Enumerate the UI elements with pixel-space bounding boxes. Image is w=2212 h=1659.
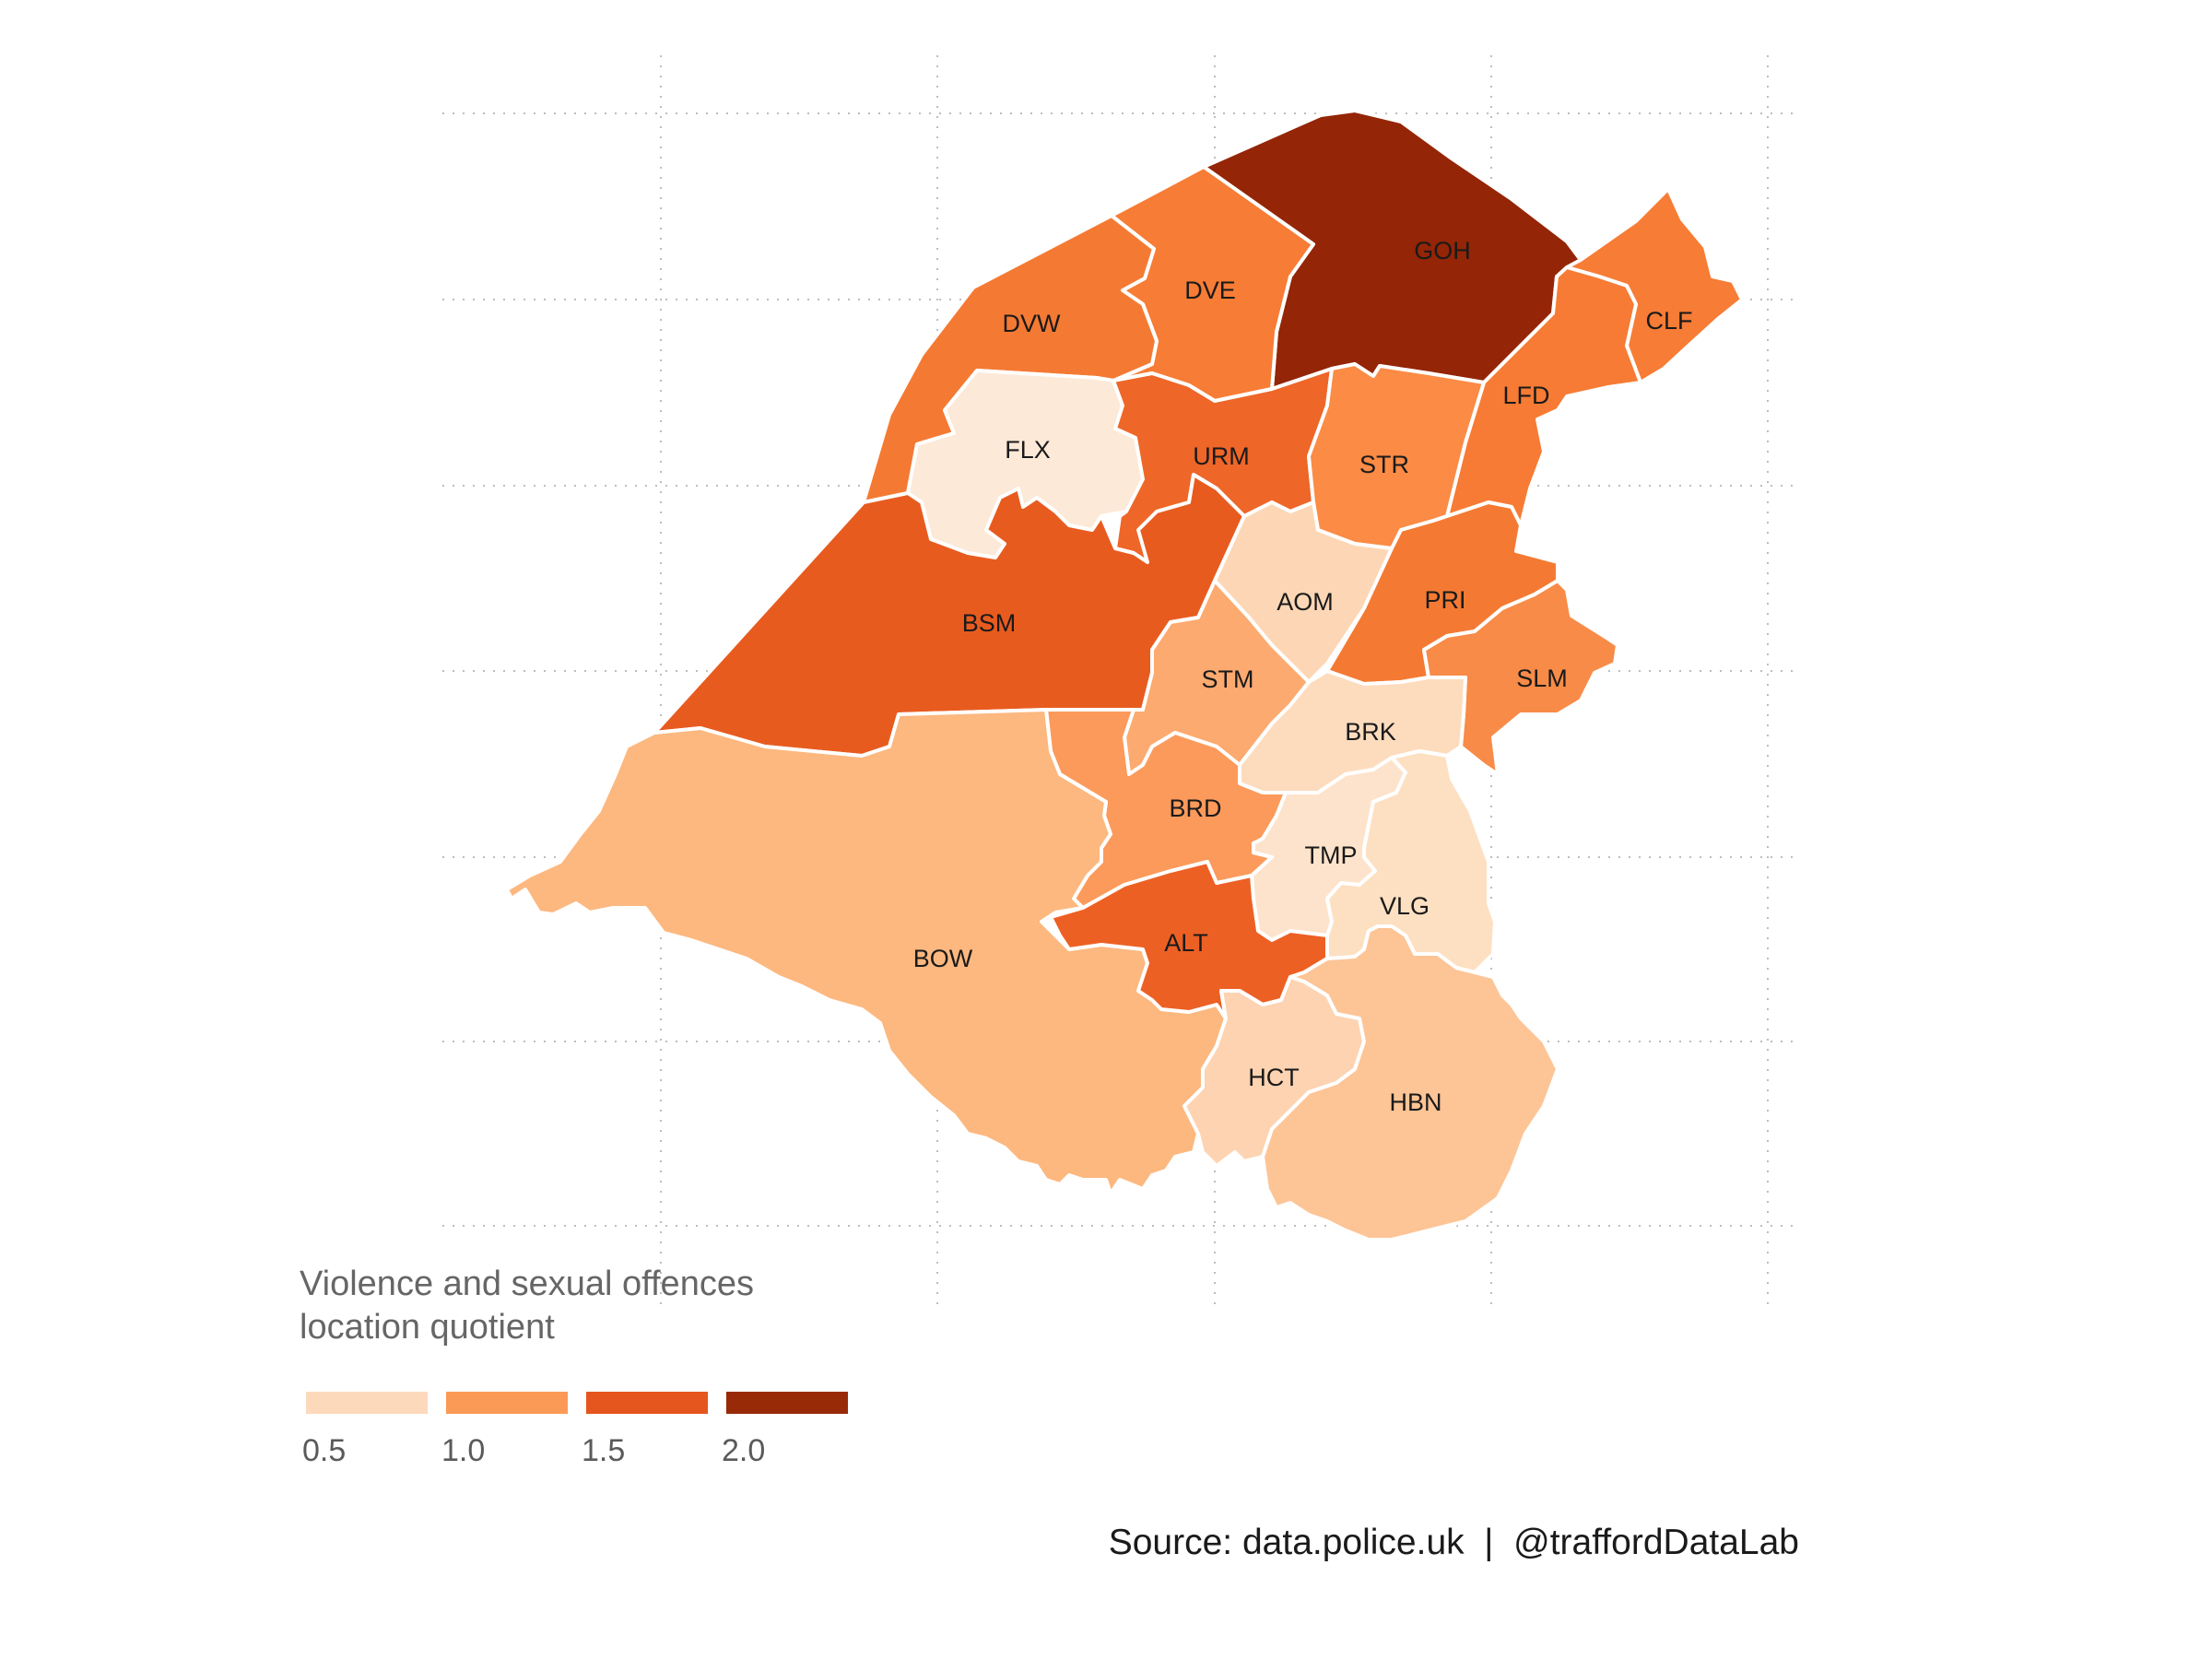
legend-swatch-1: [306, 1392, 428, 1414]
ward-label-CLF: CLF: [1645, 307, 1692, 335]
ward-label-ALT: ALT: [1164, 929, 1208, 957]
legend-title-line1: Violence and sexual offences: [300, 1265, 754, 1303]
ward-label-VLG: VLG: [1380, 892, 1430, 920]
ward-label-STM: STM: [1202, 665, 1254, 693]
ward-label-AOM: AOM: [1277, 588, 1334, 616]
ward-polygons: [505, 109, 1744, 1241]
ward-label-PRI: PRI: [1424, 586, 1465, 614]
legend-title-line2: location quotient: [300, 1308, 555, 1347]
ward-label-SLM: SLM: [1516, 665, 1568, 692]
ward-label-BOW: BOW: [913, 945, 973, 972]
legend-tick-label: 2.0: [722, 1433, 766, 1468]
ward-labels: GOH DVE DVW CLF LFD FLX URM STR BSM AOM …: [913, 237, 1693, 1116]
ward-label-URM: URM: [1193, 442, 1250, 470]
legend-tick-label: 1.5: [582, 1433, 626, 1468]
ward-label-HBN: HBN: [1389, 1088, 1441, 1116]
ward-HBN[interactable]: [1261, 924, 1559, 1241]
ward-label-LFD: LFD: [1502, 382, 1549, 409]
legend-swatch-3: [586, 1392, 708, 1414]
ward-BOW[interactable]: [505, 708, 1228, 1195]
legend-tick-label: 0.5: [302, 1433, 347, 1468]
ward-label-BRK: BRK: [1345, 718, 1396, 746]
ward-label-HCT: HCT: [1248, 1064, 1300, 1091]
legend-title: Violence and sexual offences location qu…: [300, 1263, 871, 1349]
source-caption: Source: data.police.uk | @traffordDataLa…: [1108, 1523, 1799, 1562]
ward-label-BSM: BSM: [962, 609, 1017, 637]
legend-swatch-4: [726, 1392, 848, 1414]
ward-label-DVW: DVW: [1003, 310, 1062, 337]
ward-label-BRD: BRD: [1169, 794, 1221, 822]
ward-label-GOH: GOH: [1414, 237, 1471, 265]
legend-swatch-2: [446, 1392, 568, 1414]
ward-label-TMP: TMP: [1305, 841, 1358, 869]
ward-SLM[interactable]: [1422, 579, 1619, 776]
ward-label-DVE: DVE: [1184, 276, 1236, 304]
legend-tick-label: 1.0: [441, 1433, 486, 1468]
ward-label-STR: STR: [1359, 451, 1409, 478]
ward-label-FLX: FLX: [1005, 436, 1051, 464]
